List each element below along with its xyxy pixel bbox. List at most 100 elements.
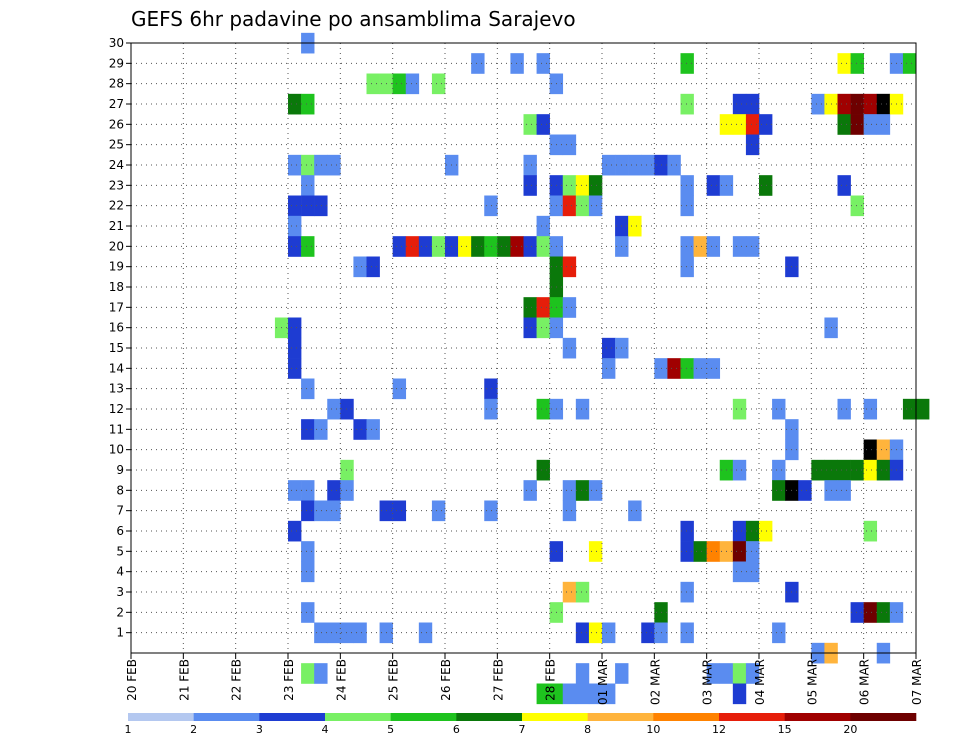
heatmap-cell: [301, 236, 315, 257]
heatmap-cell: [575, 175, 590, 196]
x-tick-label: 02 MAR: [648, 659, 662, 705]
colorbar-label: 4: [322, 723, 329, 736]
colorbar-label: 12: [712, 723, 726, 736]
heatmap-cell: [314, 622, 328, 644]
heatmap-cell: [562, 175, 577, 196]
heatmap-cell: [523, 114, 537, 135]
colorbar-label: 10: [646, 723, 660, 736]
heatmap-cell: [628, 215, 642, 237]
heatmap-cell: [745, 520, 760, 542]
heatmap-cell: [575, 480, 590, 501]
x-tick-label: 21 FEB: [177, 659, 191, 701]
heatmap-cell: [680, 581, 694, 603]
heatmap-cell: [301, 175, 315, 196]
heatmap-cell: [314, 419, 328, 440]
heatmap-cell: [392, 73, 407, 95]
heatmap-cell: [863, 93, 878, 115]
heatmap-cell: [719, 663, 734, 684]
heatmap-cell: [392, 236, 407, 257]
heatmap-cell: [536, 398, 550, 420]
heatmap-cell: [431, 500, 446, 522]
heatmap-cell: [602, 154, 616, 176]
heatmap-cell: [314, 663, 328, 684]
x-tick-label: 27 FEB: [491, 659, 505, 701]
colorbar-swatch: [784, 713, 851, 721]
heatmap-cell: [575, 398, 590, 420]
heatmap-cell: [772, 480, 786, 501]
heatmap-cell: [366, 73, 380, 95]
x-tick-label: 05 MAR: [805, 659, 819, 705]
heatmap-cell: [536, 297, 550, 318]
heatmap-cell: [680, 175, 694, 196]
heatmap-cell: [745, 93, 760, 115]
heatmap-cells: [274, 32, 930, 705]
heatmap-cell: [575, 581, 590, 603]
colorbar-label: 2: [190, 723, 197, 736]
heatmap-cell: [314, 500, 328, 522]
y-tick-label: 27: [109, 97, 124, 111]
heatmap-cell: [902, 398, 917, 420]
heatmap-cell: [811, 93, 825, 115]
colorbar-swatch: [456, 713, 523, 721]
heatmap-cell: [902, 53, 917, 74]
heatmap-cell: [536, 53, 550, 74]
heatmap-cell: [837, 175, 851, 196]
heatmap-cell: [340, 459, 354, 481]
heatmap-cell: [850, 602, 864, 623]
heatmap-cell: [366, 256, 380, 278]
colorbar-swatch: [522, 713, 588, 721]
heatmap-cell: [876, 439, 891, 461]
heatmap-cell: [418, 622, 433, 644]
heatmap-cell: [588, 480, 603, 501]
y-tick-label: 9: [116, 463, 124, 477]
y-tick-label: 3: [116, 585, 124, 599]
heatmap-cell: [327, 480, 341, 501]
y-tick-label: 29: [109, 56, 124, 70]
heatmap-cell: [680, 541, 694, 562]
heatmap-cell: [732, 520, 747, 542]
y-tick-label: 15: [109, 341, 124, 355]
heatmap-cell: [850, 114, 864, 135]
heatmap-cell: [641, 622, 655, 644]
colorbar-swatch: [128, 713, 194, 721]
heatmap-cell: [523, 480, 537, 501]
y-tick-label: 21: [109, 219, 124, 233]
heatmap-cell: [301, 602, 315, 623]
heatmap-cell: [850, 93, 864, 115]
colorbar-swatch: [193, 713, 260, 721]
heatmap-cell: [759, 175, 773, 196]
heatmap-cell: [863, 439, 878, 461]
heatmap-cell: [641, 154, 655, 176]
heatmap-cell: [575, 683, 590, 705]
heatmap-cell: [837, 480, 851, 501]
heatmap-cell: [288, 480, 302, 501]
y-tick-label: 2: [116, 605, 124, 619]
colorbar-swatch: [719, 713, 785, 721]
y-tick-label: 18: [109, 280, 124, 294]
y-tick-label: 11: [109, 422, 124, 436]
y-tick-label: 30: [109, 36, 124, 50]
heatmap-cell: [536, 114, 550, 135]
heatmap-cell: [680, 622, 694, 644]
heatmap-cell: [288, 358, 302, 379]
heatmap-cell: [732, 663, 747, 684]
heatmap-cell: [327, 622, 341, 644]
heatmap-cell: [588, 541, 603, 562]
y-tick-label: 13: [109, 382, 124, 396]
heatmap-cell: [615, 663, 629, 684]
colorbar-swatch: [587, 713, 654, 721]
heatmap-cell: [353, 419, 367, 440]
heatmap-cell: [484, 398, 498, 420]
heatmap-cell: [602, 358, 616, 379]
heatmap-cell: [876, 93, 891, 115]
x-tick-label: 23 FEB: [282, 659, 296, 701]
x-tick-label: 04 MAR: [753, 659, 767, 705]
heatmap-cell: [745, 236, 760, 257]
heatmap-cell: [327, 398, 341, 420]
heatmap-cell: [301, 195, 315, 217]
heatmap-cell: [301, 541, 315, 562]
heatmap-cell: [510, 53, 524, 74]
heatmap-cell: [327, 500, 341, 522]
y-tick-label: 16: [109, 321, 124, 335]
